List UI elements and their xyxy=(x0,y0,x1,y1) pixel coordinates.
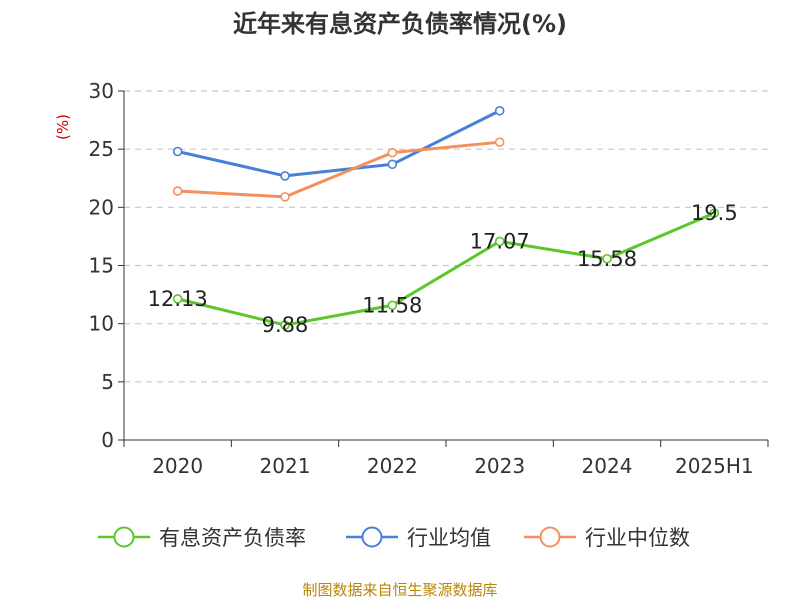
legend-marker xyxy=(113,526,135,548)
data-point xyxy=(494,137,505,147)
data-point xyxy=(494,236,505,247)
data-label: 9.88 xyxy=(262,313,309,337)
series-line xyxy=(176,211,716,327)
data-point xyxy=(602,253,612,264)
legend-marker xyxy=(539,526,561,548)
data-point xyxy=(280,171,290,181)
data-point xyxy=(387,147,398,158)
data-point xyxy=(387,300,398,311)
series-line xyxy=(176,109,502,178)
data-label: 19.5 xyxy=(691,201,738,225)
data-label: 12.13 xyxy=(148,287,208,311)
axes: 0 5 10 15 20 25 30 (%) 2020 2021 2022 2023 2024 2025H… xyxy=(54,79,769,478)
grid-lines xyxy=(124,90,768,383)
data-point xyxy=(494,105,505,116)
y-axis-label: (%) xyxy=(54,114,72,140)
data-point xyxy=(280,320,290,330)
data-point xyxy=(709,208,720,218)
series-line xyxy=(176,140,502,199)
y-tick-label: 10 xyxy=(89,312,114,336)
source-note: 制图数据来自恒生聚源数据库 xyxy=(302,581,498,599)
series-lines xyxy=(172,105,720,330)
x-tick-label: 2024 xyxy=(582,454,633,478)
y-tick-label: 30 xyxy=(89,79,114,103)
x-tick-label: 2020 xyxy=(152,454,203,478)
x-tick-label: 2021 xyxy=(260,454,311,478)
y-tick-label: 5 xyxy=(101,370,114,394)
y-tick-label: 15 xyxy=(89,254,114,278)
legend-marker xyxy=(361,526,383,548)
y-tick-label: 20 xyxy=(89,195,114,219)
y-tick-label: 25 xyxy=(89,137,114,161)
data-label: 11.58 xyxy=(362,293,422,317)
data-point xyxy=(387,159,398,170)
legend-label: 有息资产负债率 xyxy=(159,526,306,550)
data-point xyxy=(172,146,183,157)
data-point xyxy=(280,192,290,202)
data-label: 15.58 xyxy=(577,247,637,271)
data-point xyxy=(172,186,183,196)
x-tick-label: 2022 xyxy=(367,454,418,478)
x-tick-label: 2025H1 xyxy=(675,454,754,478)
data-labels: 12.13 9.88 11.58 17.07 15.58 19.5 xyxy=(148,201,738,337)
data-point xyxy=(172,294,183,304)
y-tick-label: 0 xyxy=(101,428,114,452)
chart-title: 近年来有息资产负债率情况(%) xyxy=(233,10,567,38)
legend: 有息资产负债率 行业均值 行业中位数 xyxy=(98,526,690,550)
x-tick-label: 2023 xyxy=(474,454,525,478)
legend-label: 行业均值 xyxy=(407,526,491,550)
data-label: 17.07 xyxy=(470,229,530,253)
legend-label: 行业中位数 xyxy=(585,526,690,550)
